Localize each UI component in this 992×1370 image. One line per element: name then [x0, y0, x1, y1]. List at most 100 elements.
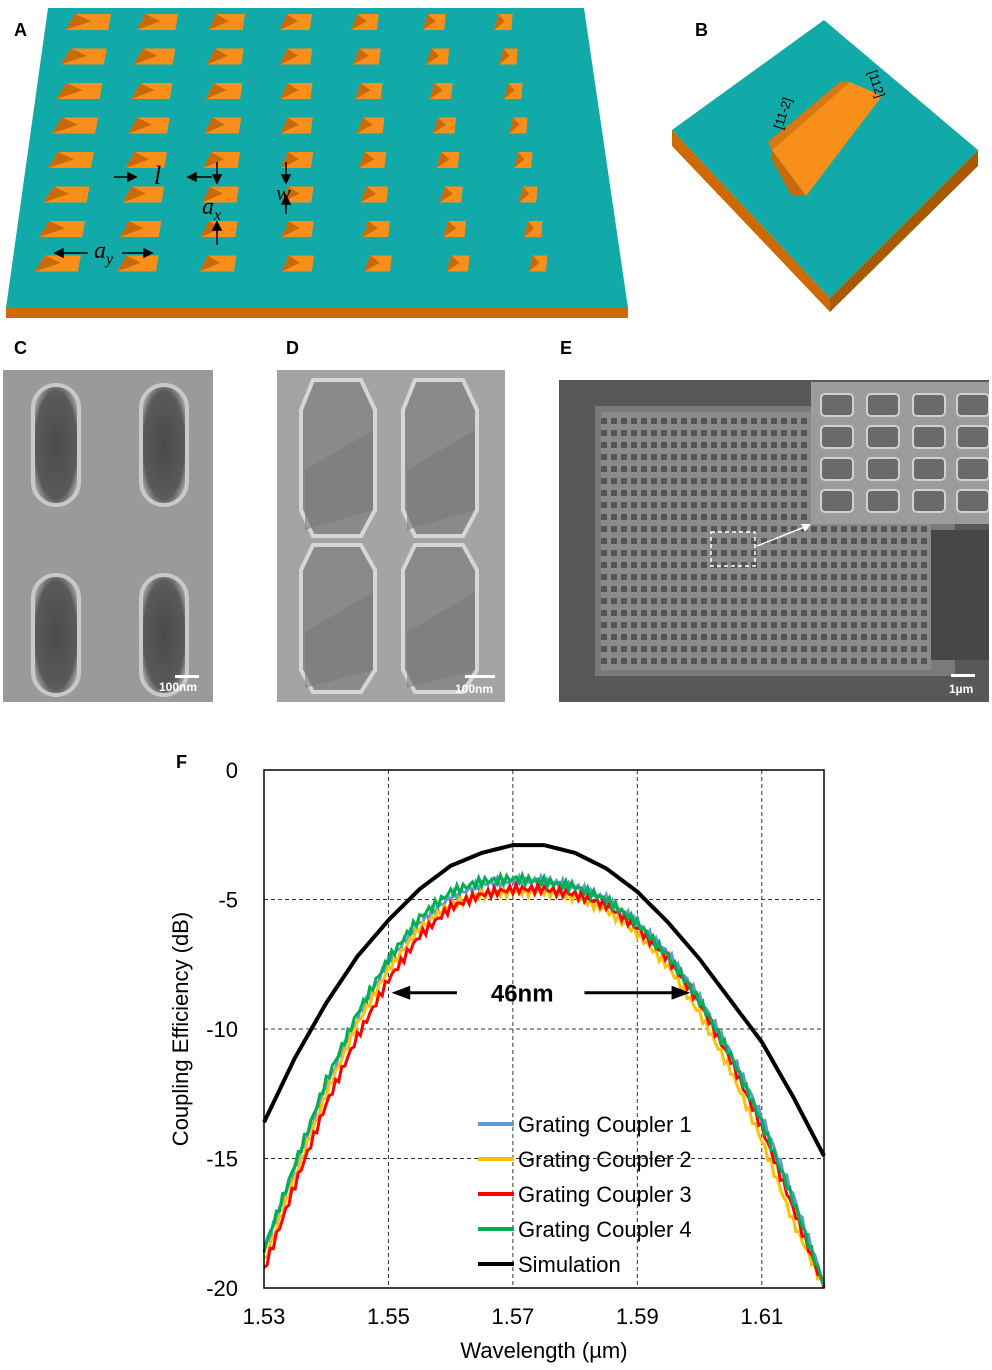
panel-letter-b: B [695, 20, 708, 40]
hole-facet [504, 83, 515, 99]
hole-facet [200, 221, 222, 237]
legend-label: Simulation [518, 1252, 621, 1277]
chart-legend: Grating Coupler 1 Grating Coupler 2 Gratin… [478, 1112, 692, 1277]
panel-letter-f: F [176, 752, 187, 772]
scale-label-d: 100nm [455, 682, 494, 696]
hole-facet [436, 152, 450, 168]
hole-facet [514, 152, 525, 168]
hole-facet [364, 255, 380, 272]
scale-label-c: 100nm [159, 680, 198, 694]
y-tick-label: -20 [206, 1276, 238, 1301]
hole-facet [52, 117, 79, 134]
hole-facet [133, 48, 158, 65]
legend-label: Grating Coupler 2 [518, 1147, 692, 1172]
hole-facet [202, 186, 223, 203]
y-tick-label: -5 [218, 888, 238, 913]
legend-label: Grating Coupler 1 [518, 1112, 692, 1137]
hole-facet [34, 255, 61, 272]
panel-a-illustration: l w ax ay [6, 8, 628, 318]
series-line-4 [262, 870, 826, 1286]
zoom-arrow [756, 525, 808, 547]
zoom-box [710, 531, 756, 567]
etched-hole-side [772, 150, 806, 196]
x-tick-label: 1.61 [740, 1304, 783, 1329]
hole-facet [119, 221, 144, 237]
annotation-text: 46nm [491, 981, 554, 1008]
hole-facet [446, 255, 460, 272]
hole-facet [199, 255, 221, 272]
hole-facet [205, 83, 227, 99]
x-tick-label: 1.55 [367, 1304, 410, 1329]
y-axis-label: Coupling Efficiency (dB) [168, 912, 193, 1146]
hole-facet [208, 14, 230, 30]
hole-facet [122, 186, 147, 203]
block-right-side [830, 150, 978, 312]
hole-facet [128, 117, 152, 134]
hole-facet [131, 83, 155, 99]
panel-letter-e: E [560, 338, 573, 358]
hole-facet [523, 221, 535, 237]
label-ay: ay [94, 238, 114, 268]
hole-facet [281, 255, 301, 272]
x-tick-label: 1.53 [243, 1304, 286, 1329]
hole-facet [47, 152, 74, 168]
hole-facet [432, 117, 446, 134]
hole-facet [422, 14, 436, 30]
hole-facet [206, 48, 228, 65]
hole-facet [494, 14, 505, 30]
panel-c-sem-image: 100nm [3, 370, 213, 702]
chart-series [262, 843, 826, 1289]
hole-facet [280, 48, 299, 65]
label-w: w [276, 180, 291, 205]
hole-facet [360, 186, 377, 203]
panel-e-sem-image: 1µm [559, 380, 989, 702]
hole-facet [280, 117, 299, 134]
hole-facet [429, 83, 443, 99]
chart-grid [264, 770, 824, 1288]
hole-facet [426, 48, 440, 65]
series-line-3 [263, 879, 826, 1289]
hole-facet [117, 255, 141, 272]
hole-facet [509, 117, 520, 134]
series-line-5 [262, 843, 826, 1157]
x-tick-label: 1.57 [491, 1304, 534, 1329]
hole-facet [362, 221, 379, 237]
hole-facet [43, 186, 70, 203]
panel-d-sem-image: 100nm [277, 370, 505, 702]
hole-facet [356, 117, 373, 134]
bandwidth-annotation: 46nm [391, 981, 691, 1008]
legend-label: Grating Coupler 3 [518, 1182, 692, 1207]
dimension-annotations [53, 162, 292, 259]
series-line-2 [263, 882, 826, 1289]
y-tick-label: 0 [226, 758, 238, 783]
hole-facet [203, 152, 225, 168]
legend-label: Grating Coupler 4 [518, 1217, 692, 1242]
hole-facet [56, 83, 83, 99]
hole-facet [351, 14, 367, 30]
hole-facet [358, 152, 375, 168]
hole-facet [499, 48, 510, 65]
panel-letter-a: A [14, 20, 27, 40]
block-left-side [672, 130, 830, 312]
hole-facet [39, 221, 66, 237]
hole-facet [528, 255, 540, 272]
hole-facet [439, 186, 453, 203]
hole-facet [279, 14, 298, 30]
hole-facet [60, 48, 87, 65]
y-tick-label: -10 [206, 1017, 238, 1042]
coupling-efficiency-chart: 1.53 1.55 1.57 1.59 1.61 0 -5 -10 -15 -20 46nm Gr… [168, 758, 826, 1363]
hole-facet [518, 186, 530, 203]
plot-frame [263, 769, 825, 1289]
hole-facet [125, 152, 150, 168]
hole-facet [65, 14, 92, 30]
hole-facet [136, 14, 161, 30]
hole-facet [354, 83, 371, 99]
x-axis-label: Wavelength (µm) [460, 1338, 627, 1363]
label-l: l [154, 161, 161, 190]
hole-facet [353, 48, 369, 65]
panel-letter-d: D [286, 338, 299, 358]
panel-b-illustration: [11-2] [112] [672, 20, 978, 312]
x-tick-label: 1.59 [616, 1304, 659, 1329]
slab-side [6, 306, 628, 318]
label-ax: ax [202, 194, 221, 224]
